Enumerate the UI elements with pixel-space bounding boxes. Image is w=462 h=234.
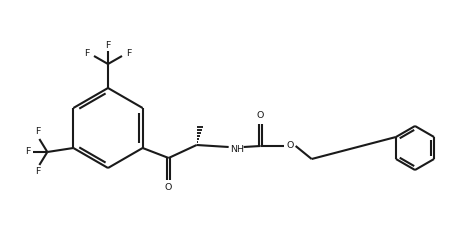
Text: F: F	[84, 50, 90, 58]
Text: O: O	[287, 142, 294, 150]
Text: F: F	[35, 128, 40, 136]
Text: F: F	[126, 50, 132, 58]
Text: NH: NH	[230, 146, 243, 154]
Text: F: F	[35, 168, 40, 176]
Text: O: O	[165, 183, 172, 193]
Text: O: O	[257, 111, 264, 121]
Text: F: F	[24, 147, 30, 157]
Text: F: F	[105, 40, 111, 50]
